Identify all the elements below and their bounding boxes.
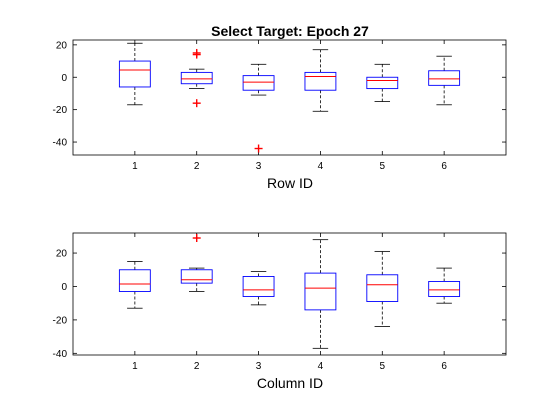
box (304, 71, 337, 91)
y-tick-label: 0 (61, 73, 67, 84)
box (428, 70, 461, 86)
box (304, 272, 337, 311)
column-id-boxplot: 20 0 -20 -40 1 2 3 4 5 6 (53, 232, 507, 372)
y-tick-label: 20 (56, 249, 68, 260)
box (428, 281, 461, 297)
row-id-boxplot: 20 0 -20 -40 1 2 3 4 5 6 (53, 39, 507, 172)
x-tick-label: 3 (256, 161, 262, 172)
x-tick-label: 6 (441, 161, 447, 172)
y-tick-label: -20 (53, 315, 68, 326)
x-tick-label: 3 (256, 361, 262, 372)
x-tick-label: 5 (380, 361, 386, 372)
box (180, 269, 213, 284)
box (118, 60, 151, 88)
x-tick-label: 2 (194, 361, 200, 372)
x-tick-label: 4 (318, 161, 324, 172)
y-tick-label: -40 (53, 349, 68, 360)
plot-frame (72, 232, 507, 356)
box (180, 71, 213, 85)
x-tick-label: 2 (194, 161, 200, 172)
x-tick-label: 1 (132, 361, 138, 372)
plot-frame (72, 39, 507, 156)
x-tick-label: 5 (380, 161, 386, 172)
y-tick-label: -40 (53, 138, 68, 149)
x-tick-label: 6 (441, 361, 447, 372)
box (242, 276, 275, 297)
y-tick-label: 0 (61, 282, 67, 293)
figure-title: Select Target: Epoch 27 (211, 23, 369, 39)
box (366, 76, 399, 90)
box (118, 269, 151, 292)
x-tick-label: 1 (132, 161, 138, 172)
row-id-xlabel: Row ID (267, 175, 313, 191)
y-tick-label: -20 (53, 105, 68, 116)
box (366, 274, 399, 302)
box (242, 75, 275, 91)
y-tick-label: 20 (56, 40, 68, 51)
column-id-xlabel: Column ID (257, 375, 323, 391)
x-tick-label: 4 (318, 361, 324, 372)
